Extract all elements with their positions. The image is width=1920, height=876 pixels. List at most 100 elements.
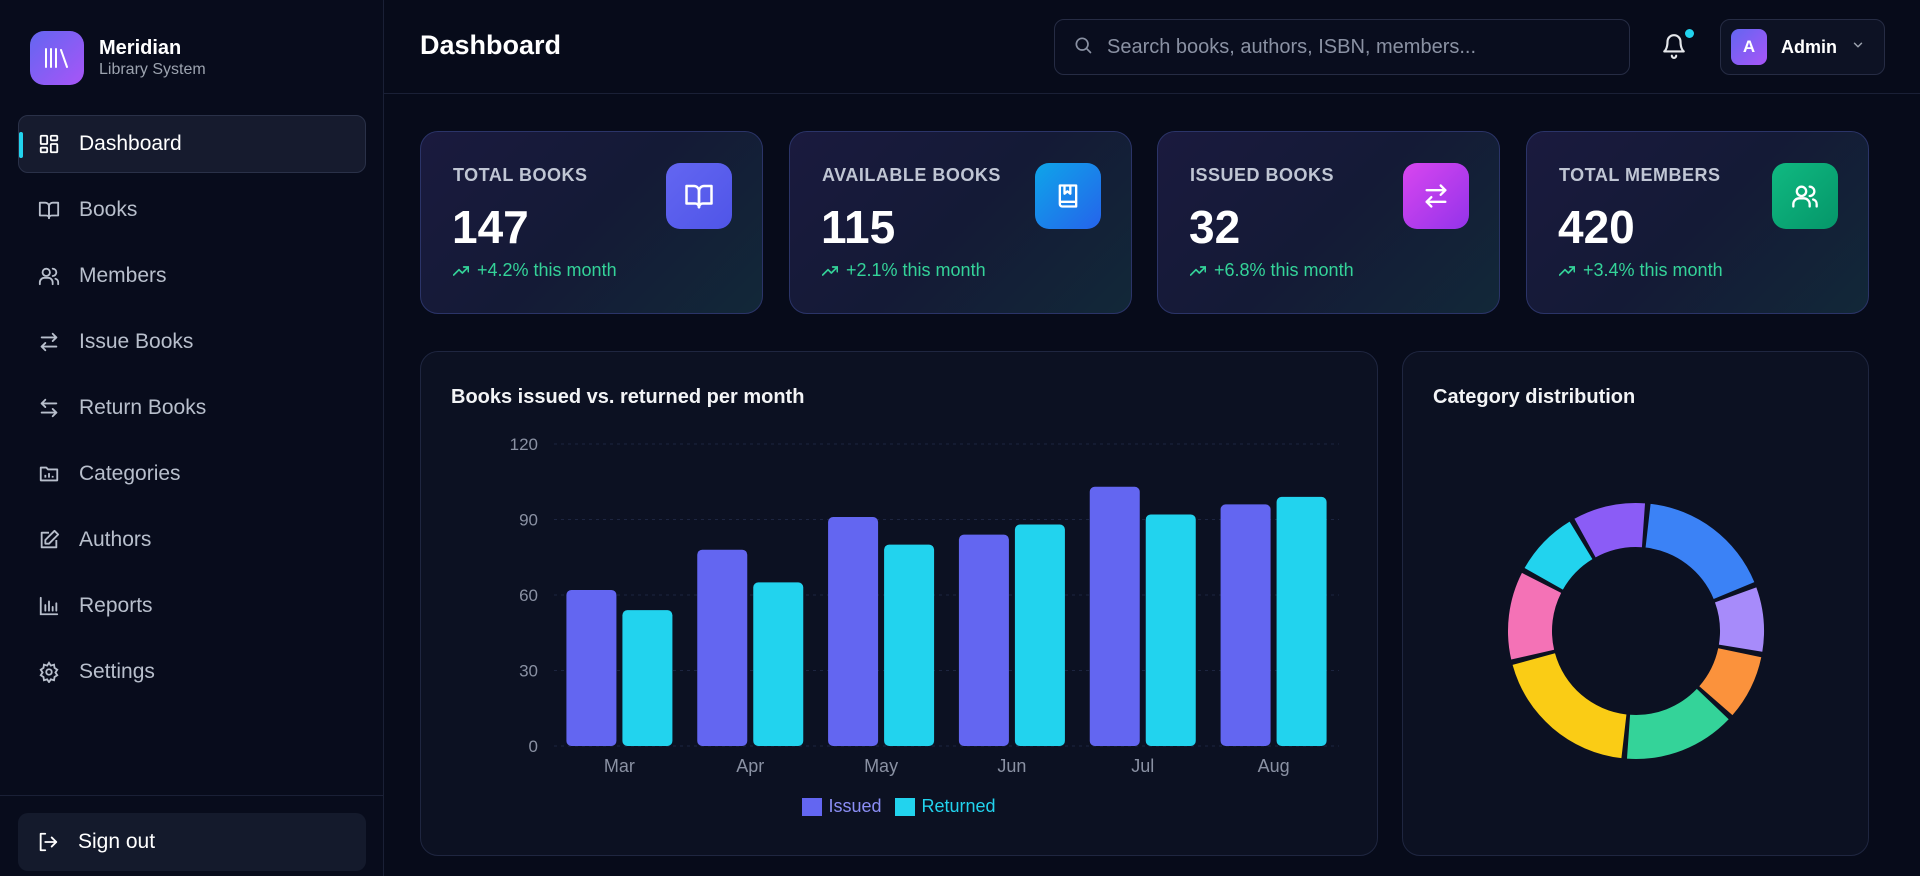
gear-icon <box>37 660 61 684</box>
bar-issued-aug[interactable] <box>1220 504 1271 746</box>
chart-legend: Issued Returned <box>421 796 1377 817</box>
donut-slice-3[interactable] <box>1699 648 1762 716</box>
sidebar-item-label: Return Books <box>79 396 207 419</box>
bar-chart-panel: Books issued vs. returned per month 0 30 6… <box>420 351 1378 856</box>
chevron-down-icon <box>1851 38 1865 57</box>
bar-returned-may[interactable] <box>884 544 935 746</box>
trending-up-icon <box>453 265 469 276</box>
y-tick-label: 0 <box>529 737 538 756</box>
book-icon <box>37 198 61 222</box>
sidebar-item-reports[interactable]: Reports <box>18 577 366 635</box>
swap-icon <box>37 330 61 354</box>
sidebar-item-books[interactable]: Books <box>18 181 366 239</box>
top-header: Dashboard A Admin <box>384 0 1920 94</box>
donut-chart <box>1508 503 1764 759</box>
legend-item-issued: Issued <box>802 796 881 817</box>
bar-issued-jun[interactable] <box>958 534 1009 746</box>
donut-slice-4[interactable] <box>1626 688 1729 759</box>
trending-up-icon <box>1190 265 1206 276</box>
donut-slice-7[interactable] <box>1524 521 1593 590</box>
bar-issued-apr[interactable] <box>697 549 748 746</box>
stat-value: 420 <box>1558 201 1635 253</box>
legend-label: Returned <box>921 796 996 816</box>
sidebar-item-categories[interactable]: Categories <box>18 445 366 503</box>
bar-issued-jul[interactable] <box>1089 486 1140 746</box>
sidebar-item-issue-books[interactable]: Issue Books <box>18 313 366 371</box>
legend-swatch <box>895 797 916 816</box>
stat-trend: +4.2% this month <box>453 260 617 281</box>
stat-card-available-books: AVAILABLE BOOKS 115 +2.1% this month <box>789 131 1132 314</box>
book-open-icon <box>666 163 732 229</box>
y-tick-label: 120 <box>510 435 538 454</box>
y-tick-label: 60 <box>519 586 538 605</box>
x-tick-label: Mar <box>604 756 635 776</box>
sign-out-label: Sign out <box>78 830 156 853</box>
sidebar: Meridian Library System Dashboard Books … <box>0 0 384 876</box>
x-tick-label: May <box>864 756 898 776</box>
donut-slice-1[interactable] <box>1645 503 1755 599</box>
stat-trend: +3.4% this month <box>1559 260 1723 281</box>
search-icon <box>1073 35 1093 60</box>
sidebar-item-authors[interactable]: Authors <box>18 511 366 569</box>
stat-trend-text: +6.8% this month <box>1214 260 1354 280</box>
dashboard-icon <box>37 132 61 156</box>
bar-returned-apr[interactable] <box>753 582 804 746</box>
return-icon <box>37 396 61 420</box>
legend-label: Issued <box>828 796 882 816</box>
category-chart-title: Category distribution <box>1433 386 1636 408</box>
stat-label: TOTAL MEMBERS <box>1559 165 1721 185</box>
bar-returned-jun[interactable] <box>1014 524 1065 746</box>
donut-slice-6[interactable] <box>1508 572 1562 660</box>
stat-value: 115 <box>821 201 896 253</box>
bell-icon[interactable] <box>1661 33 1687 59</box>
stat-label: AVAILABLE BOOKS <box>822 165 1001 185</box>
sign-out-button[interactable]: Sign out <box>18 813 366 871</box>
y-tick-label: 90 <box>519 511 538 530</box>
user-name: Admin <box>1781 36 1837 57</box>
donut-slice-0[interactable] <box>1574 503 1646 558</box>
legend-swatch <box>802 797 823 816</box>
sidebar-item-label: Authors <box>79 528 152 551</box>
bar-issued-may[interactable] <box>828 516 879 746</box>
trending-up-icon <box>822 265 838 276</box>
category-panel: Category distribution <box>1402 351 1869 856</box>
bar-issued-mar[interactable] <box>566 589 617 746</box>
brand: Meridian Library System <box>30 31 206 85</box>
stat-label: TOTAL BOOKS <box>453 165 588 185</box>
sidebar-item-dashboard[interactable]: Dashboard <box>18 115 366 173</box>
donut-slice-2[interactable] <box>1714 587 1764 652</box>
donut-slice-5[interactable] <box>1512 653 1627 759</box>
search-input[interactable] <box>1107 35 1607 59</box>
sidebar-item-label: Categories <box>79 462 181 485</box>
notification-dot <box>1685 29 1694 38</box>
x-tick-label: Aug <box>1258 756 1290 776</box>
legend-item-returned: Returned <box>895 796 996 817</box>
logout-icon <box>36 830 60 854</box>
bar-chart-title: Books issued vs. returned per month <box>451 386 805 408</box>
stat-card-total-members: TOTAL MEMBERS 420 +3.4% this month <box>1526 131 1869 314</box>
folder-icon <box>37 462 61 486</box>
y-tick-label: 30 <box>519 662 538 681</box>
sidebar-item-return-books[interactable]: Return Books <box>18 379 366 437</box>
search-box[interactable] <box>1054 19 1630 75</box>
stat-trend: +2.1% this month <box>822 260 986 281</box>
sidebar-item-label: Dashboard <box>79 132 182 155</box>
sidebar-item-label: Reports <box>79 594 153 617</box>
brand-subtitle: Library System <box>99 61 206 78</box>
bar-returned-jul[interactable] <box>1145 514 1196 746</box>
x-tick-label: Jul <box>1131 756 1154 776</box>
stat-trend-text: +4.2% this month <box>477 260 617 280</box>
stat-card-issued-books: ISSUED BOOKS 32 +6.8% this month <box>1157 131 1500 314</box>
stat-trend: +6.8% this month <box>1190 260 1354 281</box>
sidebar-item-members[interactable]: Members <box>18 247 366 305</box>
bar-returned-aug[interactable] <box>1276 496 1327 746</box>
sidebar-item-label: Settings <box>79 660 155 683</box>
bar-returned-mar[interactable] <box>622 610 673 746</box>
sidebar-item-settings[interactable]: Settings <box>18 643 366 701</box>
library-logo-icon <box>30 31 84 85</box>
swap-icon <box>1403 163 1469 229</box>
sidebar-item-label: Books <box>79 198 138 221</box>
bookmark-book-icon <box>1035 163 1101 229</box>
stat-label: ISSUED BOOKS <box>1190 165 1335 185</box>
user-menu-button[interactable]: A Admin <box>1720 19 1885 75</box>
